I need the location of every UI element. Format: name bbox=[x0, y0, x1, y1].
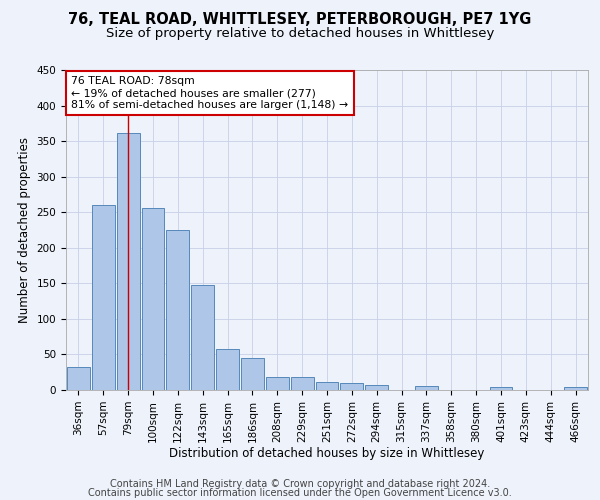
Bar bbox=[564, 387, 587, 390]
Bar bbox=[166, 230, 189, 390]
Bar bbox=[67, 367, 90, 390]
Bar bbox=[316, 382, 338, 390]
Bar bbox=[117, 132, 140, 390]
Bar bbox=[241, 358, 264, 390]
Bar bbox=[92, 205, 115, 390]
Bar bbox=[142, 208, 164, 390]
Text: Contains HM Land Registry data © Crown copyright and database right 2024.: Contains HM Land Registry data © Crown c… bbox=[110, 479, 490, 489]
Bar bbox=[216, 350, 239, 390]
Y-axis label: Number of detached properties: Number of detached properties bbox=[18, 137, 31, 323]
Bar bbox=[365, 385, 388, 390]
Bar bbox=[490, 387, 512, 390]
Bar bbox=[191, 285, 214, 390]
Text: Contains public sector information licensed under the Open Government Licence v3: Contains public sector information licen… bbox=[88, 488, 512, 498]
Bar bbox=[266, 377, 289, 390]
Bar bbox=[415, 386, 438, 390]
Bar bbox=[340, 383, 363, 390]
Bar bbox=[291, 377, 314, 390]
Text: Size of property relative to detached houses in Whittlesey: Size of property relative to detached ho… bbox=[106, 28, 494, 40]
X-axis label: Distribution of detached houses by size in Whittlesey: Distribution of detached houses by size … bbox=[169, 448, 485, 460]
Text: 76, TEAL ROAD, WHITTLESEY, PETERBOROUGH, PE7 1YG: 76, TEAL ROAD, WHITTLESEY, PETERBOROUGH,… bbox=[68, 12, 532, 28]
Text: 76 TEAL ROAD: 78sqm
← 19% of detached houses are smaller (277)
81% of semi-detac: 76 TEAL ROAD: 78sqm ← 19% of detached ho… bbox=[71, 76, 349, 110]
